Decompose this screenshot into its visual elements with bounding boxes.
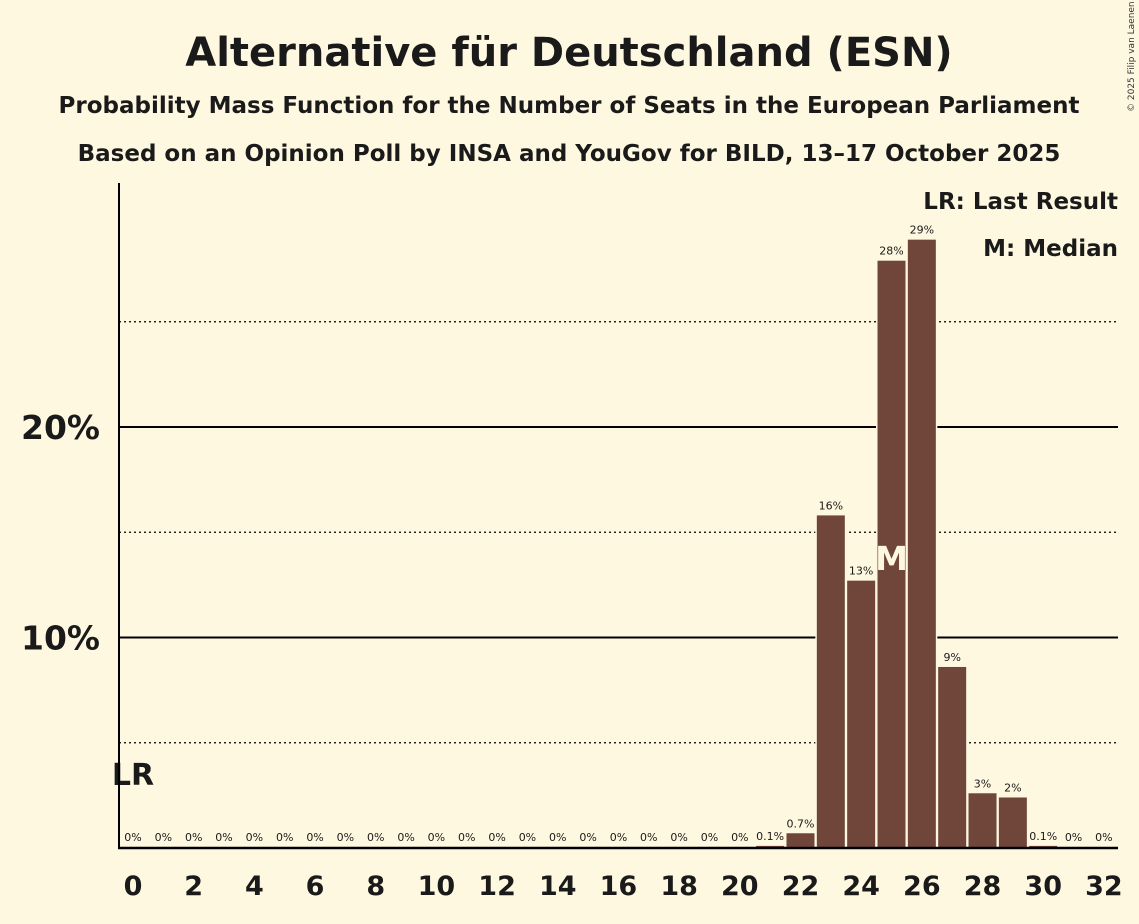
x-tick-label: 4 (245, 871, 264, 902)
bar-value-label: 29% (910, 224, 934, 237)
bar-value-label: 0% (276, 831, 293, 844)
bar-seat-29 (997, 795, 1029, 850)
x-tick-label: 10 (418, 871, 456, 902)
bar-value-label: 0% (306, 831, 323, 844)
bar-value-label: 0% (458, 831, 475, 844)
legend-median: M: Median (983, 236, 1118, 262)
bar-value-label: 0% (1095, 831, 1112, 844)
bar-value-label: 0% (670, 831, 687, 844)
bar-value-label: 0% (488, 831, 505, 844)
x-tick-label: 24 (842, 871, 880, 902)
y-tick-label: 20% (21, 408, 100, 447)
x-tick-label: 0 (124, 871, 143, 902)
x-tick-label: 32 (1085, 871, 1123, 902)
bar-value-label: 0.7% (787, 817, 815, 830)
bar-value-label: 0% (124, 831, 141, 844)
bar-value-label: 0% (640, 831, 657, 844)
x-tick-label: 30 (1024, 871, 1062, 902)
bar-value-label: 0% (185, 831, 202, 844)
bar-value-label: 0% (397, 831, 414, 844)
bar-value-label: 0% (367, 831, 384, 844)
bar-seat-27 (936, 665, 968, 850)
bar-value-label: 3% (974, 777, 991, 790)
bar-value-label: 9% (943, 651, 960, 664)
bar-value-label: 0% (215, 831, 232, 844)
bar-value-label: 13% (849, 565, 873, 578)
x-tick-label: 6 (306, 871, 325, 902)
x-tick-label: 12 (478, 871, 516, 902)
bar-seat-24 (845, 579, 877, 850)
bar-value-label: 0% (701, 831, 718, 844)
bar-value-label: 0% (519, 831, 536, 844)
chart-subtitle: Probability Mass Function for the Number… (59, 93, 1080, 119)
x-tick-label: 14 (539, 871, 577, 902)
x-tick-label: 26 (903, 871, 941, 902)
x-tick-label: 20 (721, 871, 759, 902)
bar-value-label: 0% (155, 831, 172, 844)
chart-subtitle-poll: Based on an Opinion Poll by INSA and You… (78, 141, 1061, 167)
bar-value-label: 0% (610, 831, 627, 844)
bar-value-label: 0% (337, 831, 354, 844)
bar-value-label: 16% (819, 499, 843, 512)
bar-value-label: 0% (246, 831, 263, 844)
median-marker: M (875, 539, 908, 578)
x-tick-label: 28 (964, 871, 1002, 902)
x-tick-label: 18 (660, 871, 698, 902)
bar-value-label: 0.1% (756, 830, 784, 843)
x-tick-label: 22 (782, 871, 820, 902)
chart-title: Alternative für Deutschland (ESN) (185, 30, 952, 76)
bar-value-label: 2% (1004, 781, 1021, 794)
x-tick-label: 8 (366, 871, 385, 902)
bar-value-label: 0% (1065, 831, 1082, 844)
bar-value-label: 0% (428, 831, 445, 844)
bar-seat-22 (784, 831, 816, 850)
bar-value-label: 28% (879, 245, 903, 258)
bar-value-label: 0% (579, 831, 596, 844)
bar-value-label: 0% (731, 831, 748, 844)
bar-value-label: 0% (549, 831, 566, 844)
legend-last-result: LR: Last Result (923, 189, 1118, 215)
bar-value-label: 0.1% (1029, 830, 1057, 843)
bar-seat-23 (815, 513, 847, 850)
y-tick-label: 10% (21, 619, 100, 658)
x-tick-label: 2 (184, 871, 203, 902)
copyright: © 2025 Filip van Laenen (1127, 1, 1137, 112)
x-tick-label: 16 (600, 871, 638, 902)
bar-seat-26 (906, 238, 938, 850)
bar-seat-28 (967, 791, 999, 850)
